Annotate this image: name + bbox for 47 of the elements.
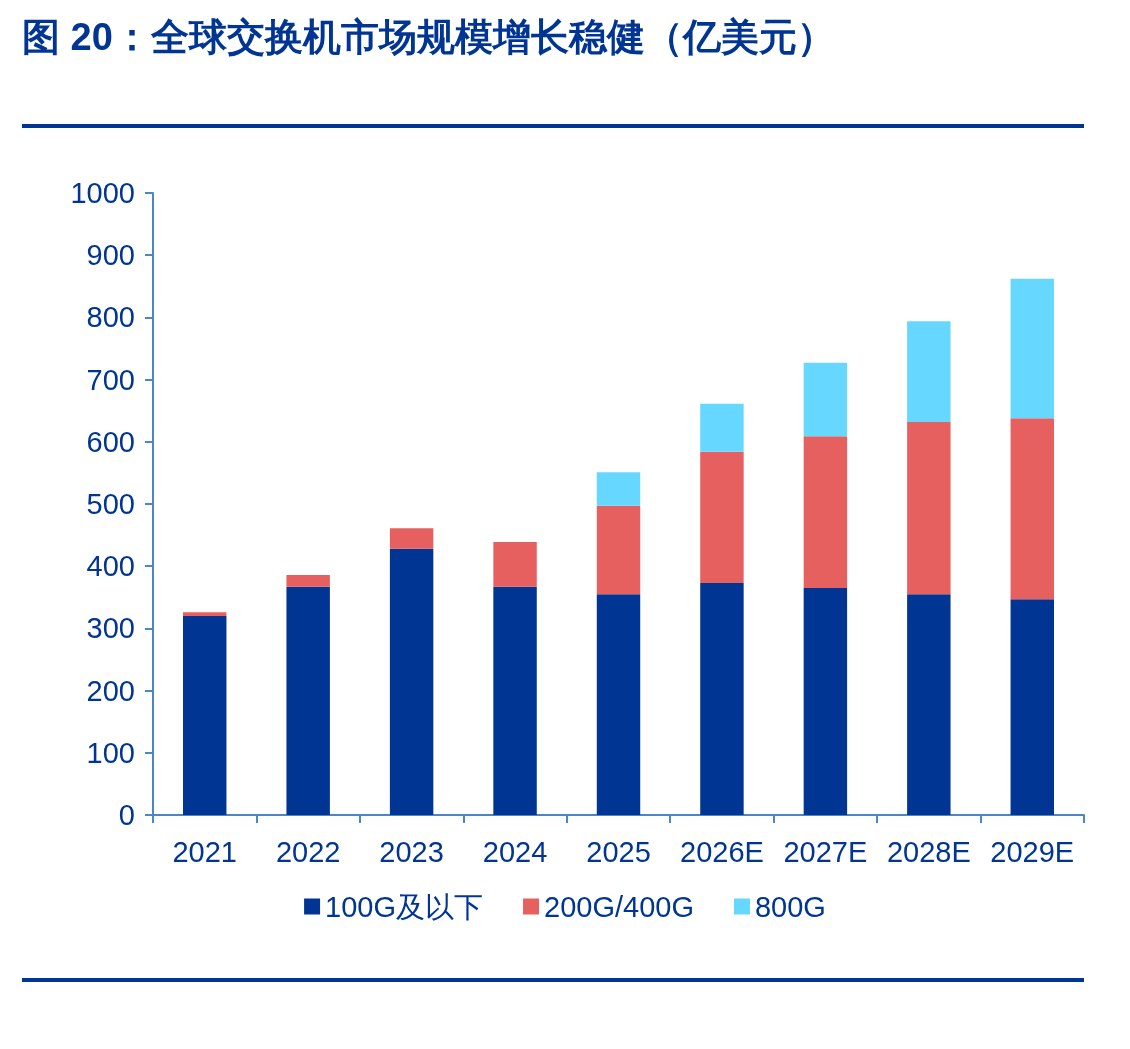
x-tick-label: 2027E	[783, 835, 868, 868]
y-tick-label: 600	[86, 425, 135, 458]
bar	[183, 612, 227, 616]
y-tick-label: 200	[86, 674, 135, 707]
bar	[803, 587, 848, 815]
legend-label: 200G/400G	[544, 890, 694, 923]
bar	[1010, 599, 1054, 815]
bar	[803, 436, 848, 588]
y-tick-label: 400	[86, 550, 135, 583]
y-tick-label: 500	[86, 488, 135, 520]
bar	[700, 451, 744, 583]
chart-title: 图 20：全球交换机市场规模增长稳健（亿美元）	[21, 15, 836, 60]
bar	[389, 528, 434, 549]
x-tick-label: 2028E	[886, 835, 971, 868]
x-tick-label: 2022	[275, 835, 341, 868]
bar	[286, 574, 330, 587]
legend-label: 100G及以下	[325, 890, 484, 923]
bar	[907, 321, 951, 422]
y-tick-label: 900	[86, 239, 135, 272]
bar	[596, 594, 641, 815]
bar	[700, 403, 744, 452]
bar	[907, 594, 951, 815]
bar	[1010, 418, 1054, 600]
y-tick-label: 800	[86, 301, 135, 334]
bar	[493, 586, 537, 815]
bar	[907, 421, 951, 595]
bar	[389, 548, 434, 815]
x-tick-label: 2023	[379, 835, 444, 868]
y-tick-label: 0	[118, 799, 135, 831]
bar	[700, 582, 744, 815]
bar	[286, 586, 330, 815]
y-tick-label: 700	[86, 363, 135, 396]
bar	[183, 615, 227, 815]
bar	[596, 505, 641, 595]
bar	[803, 362, 848, 437]
legend-label: 800G	[754, 890, 826, 923]
y-tick-label: 100	[86, 736, 135, 769]
y-tick-label: 1000	[70, 177, 135, 209]
x-tick-label: 2024	[482, 835, 548, 868]
x-tick-label: 2026E	[680, 835, 764, 868]
bar	[1010, 278, 1054, 419]
bar	[596, 472, 641, 506]
y-tick-label: 300	[86, 612, 135, 645]
x-tick-label: 2029E	[990, 835, 1075, 868]
x-tick-label: 2021	[172, 835, 237, 868]
bar	[493, 541, 537, 587]
x-tick-label: 2025	[586, 835, 651, 868]
